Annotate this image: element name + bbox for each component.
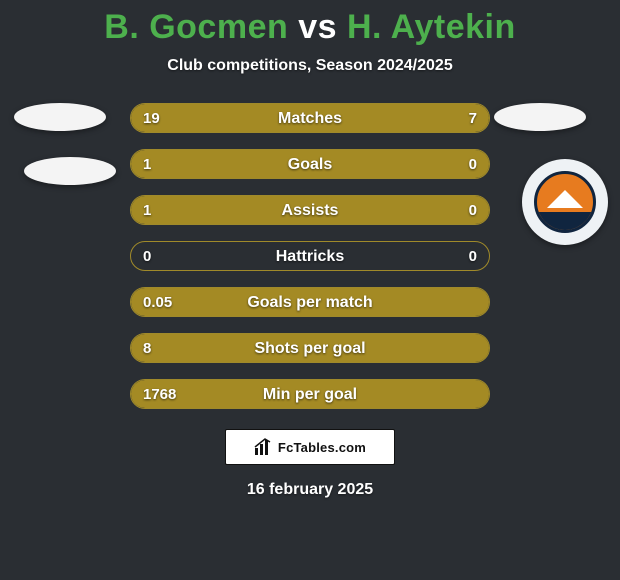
stat-row: Matches197 [130,103,490,133]
comparison-title: B. Gocmen vs H. Aytekin [0,0,620,47]
stat-value-left: 0 [143,242,151,270]
stat-row: Min per goal1768 [130,379,490,409]
stat-bar-right [392,104,489,132]
stat-bar-left [131,288,489,316]
adanaspor-badge-icon [534,171,596,233]
player-right-club-badge [522,159,608,245]
player-left-photo-placeholder [14,103,106,131]
stat-value-right: 0 [469,242,477,270]
stat-bar-left [131,334,489,362]
stat-row: Hattricks0 0 [130,241,490,271]
fctables-brand-text: FcTables.com [278,440,366,455]
player-right-photo-placeholder [494,103,586,131]
stat-row: Assists10 [130,195,490,225]
fctables-logo[interactable]: FcTables.com [225,429,395,465]
vs-separator: vs [298,8,337,46]
stat-bars-container: Matches197 Goals10 Assists10 Hattricks0 0 Goa… [130,103,490,409]
footer-date: 16 february 2025 [0,481,620,499]
stat-bar-left [131,150,489,178]
stat-label: Hattricks [131,242,489,270]
stat-row: Goals10 [130,149,490,179]
subtitle-text: Club competitions, Season 2024/2025 [0,57,620,75]
stat-row: Shots per goal8 [130,333,490,363]
player-right-name: H. Aytekin [347,8,516,46]
stat-row: Goals per match0.05 [130,287,490,317]
stat-bar-left [131,380,489,408]
comparison-arena: Matches197 Goals10 Assists10 Hattricks0 0 Goa… [0,103,620,409]
player-left-club-placeholder [24,157,116,185]
player-left-name: B. Gocmen [104,8,288,46]
stat-bar-left [131,104,392,132]
stat-bar-left [131,196,489,224]
chart-bars-icon [254,438,272,456]
